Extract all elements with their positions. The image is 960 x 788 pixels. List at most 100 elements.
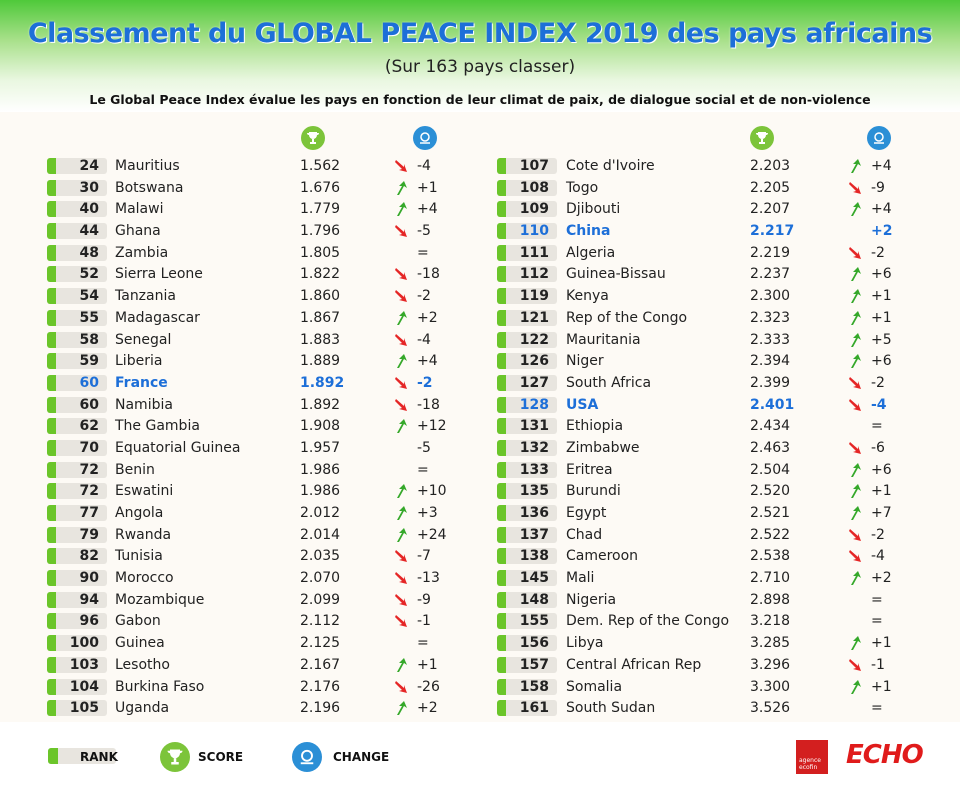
- table-row: 30 Botswana 1.676 +1: [47, 177, 457, 199]
- arrow-down-icon: [394, 679, 408, 695]
- country-name: Zimbabwe: [566, 439, 640, 456]
- score-value: 3.526: [750, 700, 791, 717]
- page-title: Classement du GLOBAL PEACE INDEX 2019 de…: [27, 18, 933, 49]
- score-value: 1.805: [300, 244, 341, 261]
- table-row: 145 Mali 2.710 +2: [497, 567, 917, 589]
- change-value: +1: [871, 483, 892, 500]
- arrow-up-icon: [394, 657, 408, 673]
- arrow-down-icon: [848, 548, 862, 564]
- rank-value: 60: [79, 396, 99, 413]
- table-row: 59 Liberia 1.889 +4: [47, 350, 457, 372]
- table-row: 121 Rep of the Congo 2.323 +1: [497, 307, 917, 329]
- no-arrow: [848, 700, 862, 716]
- change-value: +5: [871, 331, 892, 348]
- change-value: +24: [417, 526, 447, 543]
- country-name: Dem. Rep of the Congo: [566, 613, 730, 630]
- table-row: 62 The Gambia 1.908 +12: [47, 415, 457, 437]
- table-row: 60 Namibia 1.892 -18: [47, 394, 457, 416]
- country-name: The Gambia: [115, 418, 200, 435]
- rank-value: 128: [519, 396, 549, 413]
- score-value: 1.892: [300, 374, 345, 391]
- change-value: +6: [871, 461, 892, 478]
- arrow-up-icon: [848, 353, 862, 369]
- rank-badge: 105: [47, 700, 107, 717]
- table-row: 137 Chad 2.522 -2: [497, 524, 917, 546]
- rank-badge: 72: [47, 461, 107, 478]
- score-value: 1.562: [300, 158, 341, 174]
- change-value: +4: [871, 158, 892, 174]
- table-row: 107 Cote d'Ivoire 2.203 +4: [497, 155, 917, 177]
- arrow-up-icon: [394, 505, 408, 521]
- rank-value: 70: [79, 439, 99, 456]
- rank-badge: 30: [47, 179, 107, 196]
- table-row: 127 South Africa 2.399 -2: [497, 372, 917, 394]
- arrow-up-icon: [394, 700, 408, 716]
- rank-badge: 24: [47, 158, 107, 174]
- rank-value: 58: [79, 331, 99, 348]
- arrow-up-icon: [848, 266, 862, 282]
- score-value: 2.217: [750, 223, 795, 240]
- trophy-icon: [750, 126, 774, 150]
- score-value: 2.125: [300, 635, 341, 652]
- rank-badge: 62: [47, 418, 107, 435]
- table-row: 128 USA 2.401 -4: [497, 394, 917, 416]
- no-arrow: [848, 592, 862, 608]
- country-name: Liberia: [115, 353, 163, 370]
- rank-badge: 161: [497, 700, 557, 717]
- table-row: 119 Kenya 2.300 +1: [497, 285, 917, 307]
- legend-rank-label: RANK: [80, 750, 118, 764]
- country-name: Nigeria: [566, 591, 617, 608]
- country-name: Botswana: [115, 179, 184, 196]
- change-value: -4: [417, 158, 431, 174]
- table-row: 72 Eswatini 1.986 +10: [47, 480, 457, 502]
- arrow-down-icon: [848, 375, 862, 391]
- arrow-up-icon: [848, 288, 862, 304]
- change-value: +7: [871, 505, 892, 521]
- change-value: +1: [871, 635, 892, 652]
- rank-value: 48: [79, 244, 99, 261]
- arrow-up-icon: [848, 310, 862, 326]
- rank-value: 122: [519, 331, 549, 348]
- score-value: 2.205: [750, 179, 791, 196]
- score-value: 2.898: [750, 591, 791, 608]
- change-value: -2: [871, 526, 885, 543]
- echo-logo: ECHO: [846, 740, 924, 770]
- score-value: 1.822: [300, 266, 341, 283]
- score-value: 1.986: [300, 483, 341, 500]
- score-value: 1.867: [300, 309, 341, 326]
- arrow-down-icon: [394, 223, 408, 239]
- rank-value: 105: [69, 700, 99, 717]
- change-value: -4: [871, 396, 887, 413]
- arrow-up-icon: [394, 483, 408, 499]
- rank-value: 158: [519, 678, 549, 695]
- change-value: =: [871, 418, 883, 435]
- rank-badge: 59: [47, 353, 107, 370]
- rank-badge: 109: [497, 201, 557, 218]
- arrow-down-icon: [848, 180, 862, 196]
- country-name: Madagascar: [115, 309, 200, 326]
- country-name: Uganda: [115, 700, 170, 717]
- change-value: -1: [417, 613, 431, 630]
- table-row: 131 Ethiopia 2.434 =: [497, 415, 917, 437]
- arrow-down-icon: [394, 158, 408, 174]
- score-value: 2.176: [300, 678, 341, 695]
- table-row: 122 Mauritania 2.333 +5: [497, 329, 917, 351]
- table-row: 54 Tanzania 1.860 -2: [47, 285, 457, 307]
- arrow-down-icon: [394, 288, 408, 304]
- rank-value: 103: [69, 656, 99, 673]
- rank-value: 24: [79, 158, 99, 174]
- rank-badge: 60: [47, 374, 107, 391]
- country-name: Malawi: [115, 201, 164, 218]
- arrow-down-icon: [394, 570, 408, 586]
- rank-value: 62: [79, 418, 99, 435]
- rank-value: 40: [79, 201, 99, 218]
- rank-badge: 58: [47, 331, 107, 348]
- rank-badge: 52: [47, 266, 107, 283]
- change-value: +4: [417, 353, 438, 370]
- rank-value: 110: [519, 223, 549, 240]
- rank-badge: 122: [497, 331, 557, 348]
- rank-badge: 104: [47, 678, 107, 695]
- change-value: -13: [417, 570, 440, 587]
- rank-value: 132: [519, 439, 549, 456]
- rank-badge: 136: [497, 505, 557, 521]
